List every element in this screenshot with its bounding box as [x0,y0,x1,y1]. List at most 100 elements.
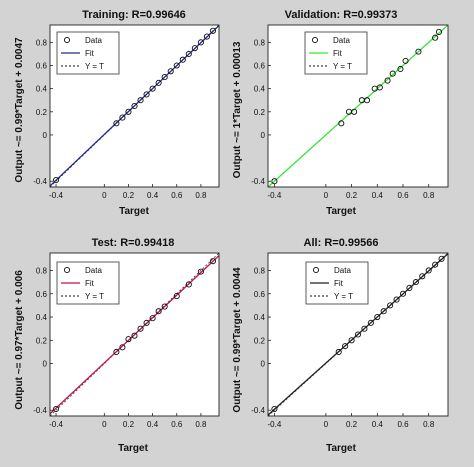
data-point [376,84,383,91]
data-point [155,308,162,315]
y-tick-label: 0.2 [36,336,48,345]
data-point [197,39,204,46]
y-tick-label: 0.6 [36,62,48,71]
data-point [432,34,439,41]
x-tick-label: 0.6 [397,191,409,200]
data-point [125,108,132,115]
y-axis-label: Output ~= 0.99*Target + 0.0044 [232,267,243,413]
data-point [367,319,374,326]
chart-title: Training: R=0.99646 [82,9,186,21]
data-point [363,97,371,104]
legend-identity-label: Y = T [85,292,104,301]
data-point [412,279,419,286]
legend: Data Fit Y = T [56,261,120,305]
data-point [374,313,381,321]
legend: Data Fit Y = T [305,261,369,305]
data-point [185,50,192,57]
legend: Data Fit Y = T [304,31,368,75]
data-point [137,97,144,104]
y-tick-label: 0.4 [36,85,48,94]
x-tick-label: 0.8 [423,191,435,200]
data-point [432,261,439,268]
legend-identity-label: Y = T [333,62,352,71]
data-point [149,85,156,92]
data-point [209,27,217,34]
legend-identity-label: Y = T [85,62,104,71]
x-tick-label: 0.6 [397,420,409,429]
y-tick-label: 0.4 [36,313,48,322]
y-tick-label: -0.4 [251,406,265,415]
y-tick-label: 0.4 [254,85,266,94]
data-point [435,28,443,35]
data-point [209,258,217,265]
x-tick-label: 0 [102,191,107,200]
data-point [113,348,120,356]
data-point [402,57,409,64]
data-point [354,331,362,338]
y-tick-label: 0.2 [254,336,266,345]
y-tick-label: 0.6 [254,290,266,299]
data-point [406,284,413,291]
x-tick-label: 0.2 [346,420,358,429]
legend-data-marker [63,36,71,44]
y-tick-label: 0.2 [36,108,48,117]
data-point [351,108,358,115]
chart-title: All: R=0.99566 [304,237,379,249]
x-tick-label: 0 [102,420,107,429]
data-point [52,405,60,413]
y-tick-label: 0.8 [254,266,266,275]
data-point [52,177,60,184]
x-tick-label: 0.4 [372,191,384,200]
y-tick-label: 0.4 [254,313,266,322]
x-tick-label: 0 [324,191,329,200]
x-axis-label: Target [326,443,356,454]
x-tick-label: -0.4 [49,420,63,429]
data-point [335,348,342,356]
chart-title: Test: R=0.99418 [92,237,175,249]
data-point [167,68,174,75]
data-point [161,303,168,310]
legend-identity-label: Y = T [334,292,353,301]
data-point [173,62,180,69]
legend-fit-label: Fit [85,279,95,288]
y-tick-label: -0.4 [33,177,47,186]
fit-line [267,24,449,188]
data-point [173,293,180,300]
chart-title: Validation: R=0.99373 [285,9,398,21]
data-point [185,281,192,288]
data-point [119,344,126,351]
x-axis-label: Target [119,206,149,217]
y-tick-label: 0 [261,360,266,369]
x-tick-label: 0.8 [195,191,207,200]
legend-data-label: Data [333,36,350,45]
data-point [415,48,422,55]
legend-fit-label: Fit [334,279,344,288]
x-tick-label: 0.2 [346,191,358,200]
x-axis-label: Target [118,443,148,454]
data-point [387,302,394,309]
data-point [361,325,368,332]
x-tick-label: -0.4 [268,420,282,429]
legend-data-label: Data [85,266,102,275]
x-tick-label: 0.4 [147,420,159,429]
data-point [425,267,432,274]
legend: Data Fit Y = T [56,31,120,75]
x-tick-label: 0.8 [423,420,435,429]
all-panel: -0.4 0 0.2 0.4 0.6 0.8 -0.4 0 0.2 0.4 0.6 0.8 All: … [232,237,449,454]
legend-data-marker [311,36,319,44]
axes-frame [267,252,449,417]
data-point [271,405,278,413]
y-tick-label: 0.6 [254,62,266,71]
data-point [389,70,396,77]
data-point [271,178,278,185]
y-tick-label: 0 [43,360,48,369]
data-point [399,290,407,297]
data-point [179,56,186,63]
y-tick-label: 0 [43,131,48,140]
data-point [438,255,445,262]
data-point [342,343,349,350]
test-panel: -0.4 0 0.2 0.4 0.6 0.8 -0.4 0 0.2 0.4 0.6 0.8 Test:… [14,237,220,454]
x-tick-label: 0.6 [171,191,183,200]
data-point [137,325,144,332]
